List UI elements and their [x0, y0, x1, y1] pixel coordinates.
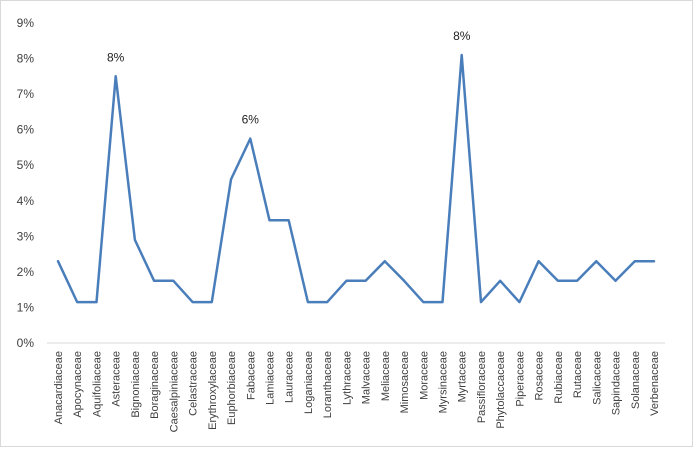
y-tick-label: 8% — [17, 52, 35, 66]
x-tick-label: Loganiaceae — [303, 351, 315, 414]
x-tick-label: Euphorbiaceae — [226, 351, 238, 425]
x-tick-label: Piperaceae — [514, 351, 526, 407]
x-tick-label: Passifloraceae — [476, 351, 488, 423]
series-line — [56, 53, 656, 304]
x-tick-label: Rutaceae — [572, 351, 584, 398]
data-label: 8% — [107, 50, 125, 64]
plot-area — [56, 53, 656, 304]
x-tick-label: Lamiaceae — [264, 351, 276, 405]
x-tick-label: Bignoniaceae — [130, 351, 142, 418]
x-tick-label: Verbenaceae — [649, 351, 661, 416]
y-tick-label: 2% — [17, 265, 35, 279]
x-tick-label: Lythraceae — [341, 351, 353, 405]
y-tick-label: 0% — [17, 336, 35, 350]
y-tick-label: 7% — [17, 87, 35, 101]
x-tick-label: Anacardiaceae — [53, 351, 65, 424]
y-tick-label: 3% — [17, 229, 35, 243]
y-tick-label: 5% — [17, 158, 35, 172]
y-tick-label: 6% — [17, 123, 35, 137]
x-tick-label: Meliaceae — [380, 351, 392, 401]
x-tick-label: Caesalpiniaceae — [168, 351, 180, 432]
y-axis: 0% 1% 2% 3% 4% 5% 6% 7% 8% 9% — [17, 16, 35, 350]
x-tick-label: Moraceae — [418, 351, 430, 400]
x-tick-label: Mimosaceae — [399, 351, 411, 413]
x-tick-label: Salicaceae — [591, 351, 603, 405]
x-tick-label: Phytolaccaceae — [495, 351, 507, 429]
x-tick-label: Lauraceae — [284, 351, 296, 403]
x-tick-label: Myrsinaceae — [438, 351, 450, 413]
x-tick-label: Myrtaceae — [457, 351, 469, 402]
x-tick-label: Boraginaceae — [149, 351, 161, 419]
x-tick-label: Fabaceae — [245, 351, 257, 400]
y-tick-label: 4% — [17, 194, 35, 208]
x-tick-label: Aquifoliaceae — [91, 351, 103, 417]
data-label: 8% — [453, 29, 471, 43]
x-tick-label: Celastraceae — [188, 351, 200, 416]
data-label: 6% — [242, 113, 260, 127]
x-tick-label: Malvaceae — [361, 351, 373, 404]
x-axis: Anacardiaceae Apocynaceae Aquifoliaceae Ast… — [47, 342, 665, 432]
y-tick-label: 1% — [17, 300, 35, 314]
x-tick-label: Sapindaceae — [611, 351, 623, 415]
x-tick-label: Rubiaceae — [553, 351, 565, 404]
x-tick-label: Solanaceae — [630, 351, 642, 409]
x-tick-label: Rosaceae — [534, 351, 546, 401]
x-tick-label: Erythroxylaceae — [207, 351, 219, 430]
data-labels: 8% 6% 8% — [107, 29, 471, 127]
x-tick-label: Loranthaceae — [322, 351, 334, 418]
x-tick-label: Asteraceae — [111, 351, 123, 407]
x-tick-label: Apocynaceae — [72, 351, 84, 418]
y-tick-label: 9% — [17, 16, 35, 30]
